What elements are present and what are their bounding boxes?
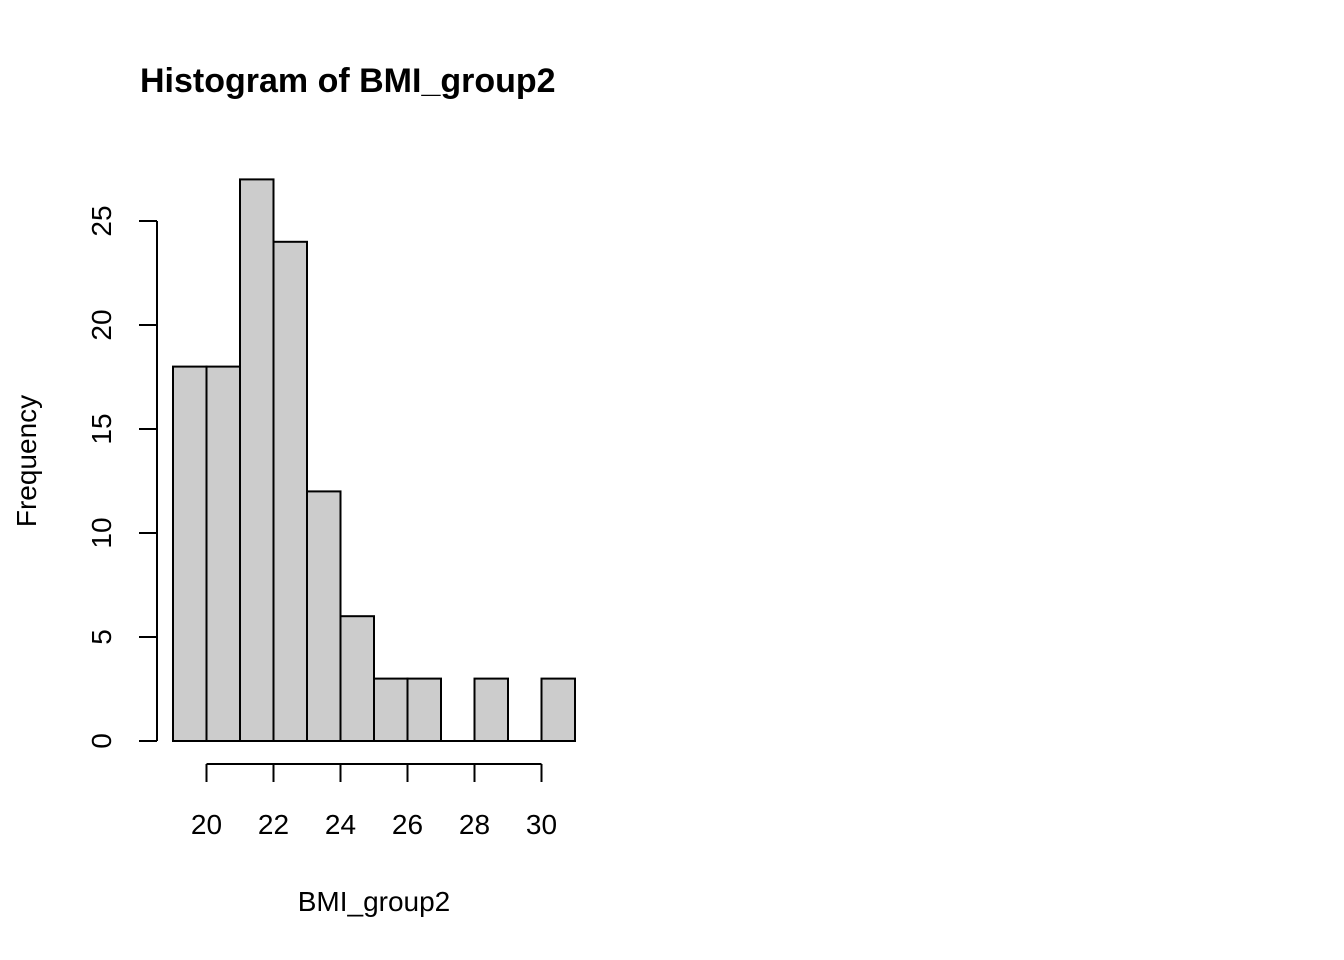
histogram-bar (272, 240, 308, 743)
x-tick-label: 22 (258, 809, 289, 840)
x-axis: 20 22 24 26 28 30 (191, 763, 557, 840)
y-axis: 0 5 10 15 20 25 (86, 205, 158, 749)
x-axis-label: BMI_group2 (298, 886, 451, 917)
y-tick-label: 25 (86, 205, 117, 236)
histogram-bar (172, 365, 208, 742)
histogram-bar (473, 677, 509, 742)
x-tick-label: 24 (325, 809, 356, 840)
y-tick-label: 0 (86, 733, 117, 749)
bars-group (172, 178, 576, 743)
x-tick-label: 26 (392, 809, 423, 840)
histogram-bar (373, 677, 409, 742)
histogram-bar (540, 677, 576, 742)
x-tick-label: 30 (526, 809, 557, 840)
y-axis-label: Frequency (11, 395, 42, 527)
chart-title: Histogram of BMI_group2 (140, 62, 556, 100)
histogram-bar (406, 677, 442, 742)
y-tick-label: 5 (86, 629, 117, 645)
y-tick-label: 20 (86, 309, 117, 340)
histogram-bar (306, 490, 342, 742)
x-tick-label: 28 (459, 809, 490, 840)
histogram-bar (205, 365, 241, 742)
x-tick-label: 20 (191, 809, 222, 840)
y-tick-label: 15 (86, 413, 117, 444)
histogram-bar (239, 178, 275, 742)
histogram-bar (339, 615, 375, 743)
y-tick-label: 10 (86, 517, 117, 548)
